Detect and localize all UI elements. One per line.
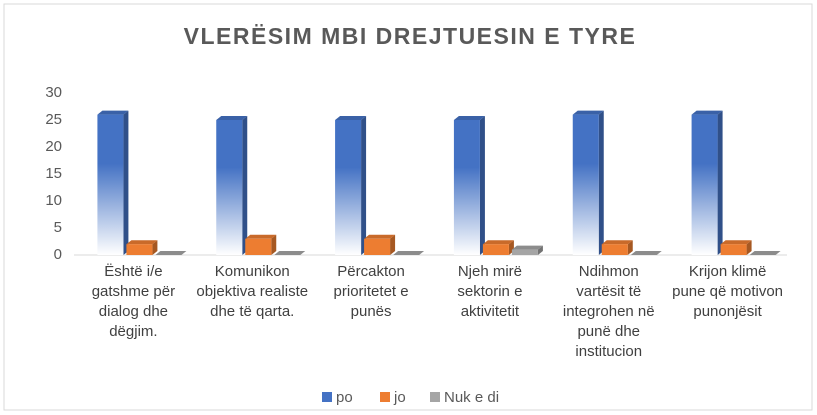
y-tick-label: 5 <box>54 219 62 236</box>
bar-top <box>482 240 514 245</box>
bar <box>453 120 480 255</box>
bar <box>364 238 391 255</box>
legend-label: po <box>336 389 353 406</box>
x-tick-label: Ndihmon vartësit të integrohen në punë d… <box>562 263 655 360</box>
legend-swatch <box>430 392 440 402</box>
y-tick-label: 20 <box>45 138 62 155</box>
bar-top <box>601 240 633 245</box>
bar-side <box>361 116 367 255</box>
chart-title: VLERËSIM MBI DREJTUESIN E TYRE <box>184 23 637 49</box>
bar-side <box>717 110 723 255</box>
bar-top <box>720 240 752 245</box>
bar-top <box>511 245 543 250</box>
bar-side <box>271 234 277 255</box>
legend-label: jo <box>393 389 406 406</box>
bar-top <box>245 234 277 239</box>
bar-top <box>749 251 781 255</box>
bar <box>126 244 153 255</box>
bar <box>245 238 272 255</box>
bar <box>720 244 747 255</box>
legend-label: Nuk e di <box>444 389 499 406</box>
bar-top <box>335 116 367 120</box>
bar-top <box>630 251 662 255</box>
bar <box>97 114 124 255</box>
bar <box>335 120 362 255</box>
bar-side <box>123 110 129 255</box>
bar-top <box>691 110 723 115</box>
y-tick-label: 25 <box>45 111 62 128</box>
bar <box>572 114 599 255</box>
bar <box>216 120 243 255</box>
bar-side <box>242 116 248 255</box>
bar-top <box>126 240 158 245</box>
bar <box>691 114 718 255</box>
x-tick-label: Njeh mirë sektorin e aktivitetit <box>457 263 523 320</box>
bar-side <box>537 245 543 255</box>
bar-top <box>216 116 248 120</box>
x-tick-label: Është i/e gatshme për dialog dhe dëgjim. <box>91 263 176 340</box>
y-tick-label: 15 <box>45 165 62 182</box>
chart-border <box>3 3 813 411</box>
bar-top <box>97 110 129 115</box>
bar-side <box>152 240 158 255</box>
x-tick-label: Krijon klimë pune që motivon punonjësit <box>672 263 784 320</box>
bar-side <box>746 240 752 255</box>
bar-top <box>274 251 306 255</box>
y-tick-label: 10 <box>45 192 62 209</box>
bar-side <box>627 240 633 255</box>
y-tick-label: 0 <box>54 246 62 263</box>
bar-top <box>453 116 485 120</box>
legend-swatch <box>380 392 390 402</box>
x-tick-label: Përcakton prioritetet e punës <box>333 263 409 320</box>
bar-side <box>598 110 604 255</box>
x-tick-label: Komunikon objektiva realiste dhe të qart… <box>196 263 309 320</box>
y-tick-label: 30 <box>45 84 62 101</box>
bar-side <box>479 116 485 255</box>
bar <box>601 244 628 255</box>
bar-top <box>393 251 425 255</box>
bar-top <box>155 251 187 255</box>
bar <box>482 244 509 255</box>
legend-swatch <box>322 392 332 402</box>
bar-top <box>572 110 604 115</box>
bar-top <box>364 234 396 239</box>
bar <box>511 249 538 255</box>
bar-side <box>390 234 396 255</box>
